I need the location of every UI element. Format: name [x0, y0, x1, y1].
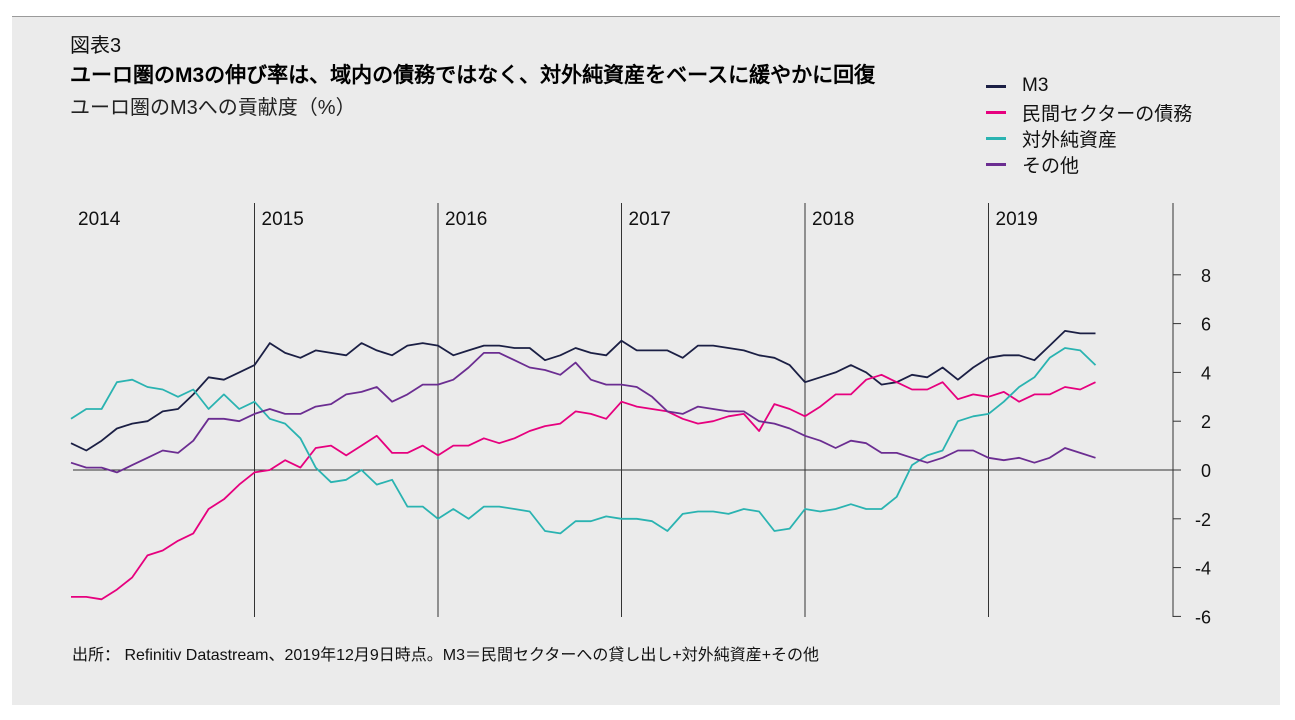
legend-item-private-debt: 民間セクターの債務	[986, 99, 1192, 125]
year-label: 2014	[78, 209, 121, 230]
private-debt-line	[71, 373, 1096, 601]
y-tick-label: 4	[1201, 363, 1211, 383]
other-line	[70, 351, 1096, 474]
legend-item-other: その他	[986, 151, 1192, 177]
y-tick-label: 0	[1201, 461, 1211, 481]
legend-swatch-other	[986, 162, 1006, 166]
legend-item-m3: M3	[986, 73, 1192, 99]
net-external-assets-line	[70, 347, 1097, 535]
source-note: 出所： Refinitiv Datastream、2019年12月9日時点。M3…	[72, 647, 820, 664]
legend-label-other: その他	[1022, 155, 1080, 177]
legend-item-net-external-assets: 対外純資産	[986, 125, 1192, 151]
line-chart: 2014 2015 2016 2017 2018 2019 -6 -4 -2 0 2 4 6 8	[70, 203, 1211, 627]
figure-label: 図表3	[70, 35, 122, 57]
chart-subtitle: ユーロ圏のM3への貢献度（%）	[70, 97, 356, 119]
year-label: 2017	[629, 209, 671, 230]
y-tick-label: 6	[1201, 315, 1211, 335]
year-label: 2019	[996, 209, 1038, 230]
y-tick-label: 8	[1201, 266, 1211, 286]
year-label: 2018	[812, 209, 854, 230]
legend-label-private-debt: 民間セクターの債務	[1022, 103, 1193, 125]
y-tick-label: 2	[1201, 412, 1211, 432]
chart-panel: 図表3 ユーロ圏のM3の伸び率は、域内の債務ではなく、対外純資産をベースに緩やか…	[12, 16, 1280, 705]
legend: M3 民間セクターの債務 対外純資産 その他	[986, 73, 1192, 177]
chart-title: ユーロ圏のM3の伸び率は、域内の債務ではなく、対外純資産をベースに緩やかに回復	[70, 64, 876, 87]
y-tick-label: -4	[1195, 559, 1211, 579]
y-tick-label: -6	[1195, 607, 1211, 627]
year-label: 2016	[445, 209, 487, 230]
m3-line	[70, 329, 1096, 452]
year-label: 2015	[262, 209, 304, 230]
legend-label-net-external-assets: 対外純資産	[1022, 129, 1118, 151]
legend-swatch-m3	[986, 84, 1006, 88]
legend-swatch-net-external-assets	[986, 136, 1006, 140]
legend-swatch-private-debt	[986, 110, 1006, 114]
y-tick-label: -2	[1195, 510, 1211, 530]
legend-label-m3: M3	[1022, 75, 1049, 96]
